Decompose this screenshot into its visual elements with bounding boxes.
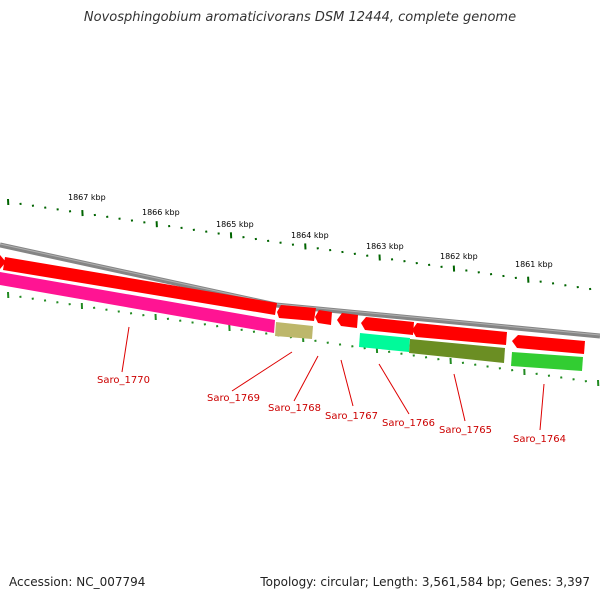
gene-label-saro-1769: Saro_1769: [207, 393, 260, 404]
gene-bar-saro-1770: [0, 272, 275, 333]
gene-label-saro-1767: Saro_1767: [325, 411, 378, 422]
gene-label-saro-1766: Saro_1766: [382, 418, 435, 429]
gene-bar-saro-1769: [275, 322, 313, 339]
scale-label: 1864 kbp: [291, 231, 329, 240]
scale-label: 1861 kbp: [515, 260, 553, 269]
scale-label: 1862 kbp: [440, 252, 478, 261]
forward-cds-arrow: [412, 323, 507, 345]
label-line-saro-1764: [539, 383, 545, 431]
forward-cds-arrow: [315, 310, 332, 325]
scale-label: 1867 kbp: [68, 193, 106, 202]
gene-bar-saro-1765: [409, 339, 505, 363]
reverse-cds-track: [0, 272, 583, 371]
map-title: Novosphingobium aromaticivorans DSM 1244…: [83, 10, 517, 25]
scale-label: 1863 kbp: [366, 242, 404, 251]
forward-cds-arrow: [3, 257, 277, 315]
forward-cds-arrow: [337, 313, 358, 328]
gene-label-saro-1765: Saro_1765: [439, 425, 492, 436]
label-line-saro-1770: [121, 326, 130, 373]
scale-labels: 1867 kbp 1866 kbp 1865 kbp 1864 kbp 1863…: [68, 193, 553, 269]
gene-labels: Saro_1770 Saro_1769 Saro_1768 Saro_1767 …: [97, 375, 566, 445]
gene-label-saro-1764: Saro_1764: [513, 434, 566, 445]
gene-label-lines: [121, 326, 545, 431]
gene-label-saro-1770: Saro_1770: [97, 375, 150, 386]
label-line-saro-1768: [293, 355, 319, 402]
forward-cds-arrow: [361, 317, 414, 335]
gene-bar-saro-1766: [359, 333, 410, 352]
accession-label: Accession: NC_007794: [9, 575, 146, 589]
scale-ticks-upper: [7, 198, 592, 291]
label-line-saro-1765: [453, 373, 466, 422]
scale-ticks-lower: [7, 291, 600, 387]
gene-label-saro-1768: Saro_1768: [268, 403, 321, 414]
label-line-saro-1766: [378, 363, 410, 415]
label-line-saro-1769: [231, 351, 293, 392]
forward-cds-arrow: [277, 305, 316, 321]
gene-bar-saro-1764: [511, 352, 583, 371]
scale-label: 1865 kbp: [216, 220, 254, 229]
label-line-saro-1767: [340, 359, 354, 407]
forward-cds-arrow: [512, 335, 585, 354]
forward-cds-arrow: [0, 255, 6, 269]
forward-cds-track: [0, 255, 585, 354]
scale-label: 1866 kbp: [142, 208, 180, 217]
genome-summary: Topology: circular; Length: 3,561,584 bp…: [260, 575, 590, 589]
